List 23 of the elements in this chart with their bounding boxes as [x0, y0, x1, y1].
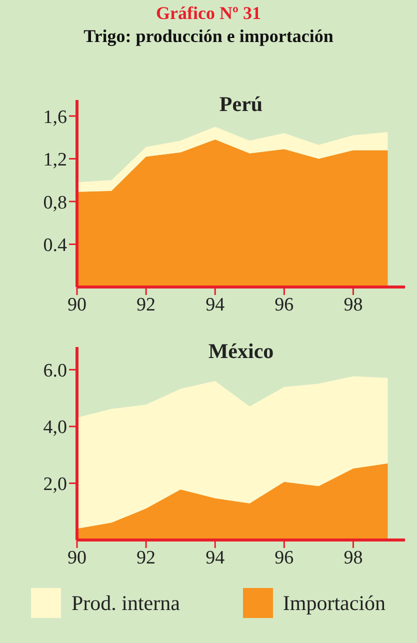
y-tick-label: 4,0	[43, 417, 67, 438]
x-tick-label: 92	[136, 547, 156, 568]
y-tick-label: 0,8	[43, 192, 67, 214]
x-tick-label: 98	[344, 294, 363, 316]
legend-label: Importación	[282, 590, 386, 616]
y-tick-label: 1,6	[43, 106, 67, 128]
text: Trigo: producción e importación	[82, 25, 334, 48]
x-tick-label: 96	[274, 294, 294, 316]
x-tick-label: 94	[206, 547, 226, 568]
y-tick-label: 0.4	[43, 235, 68, 256]
x-tick-label: 90	[68, 547, 86, 568]
x-tick-label: 98	[344, 547, 363, 568]
y-tick-label: 6.0	[43, 360, 67, 382]
chart-title: México	[207, 339, 275, 364]
text: Gráfico Nº 31	[155, 2, 262, 25]
x-tick-label: 90	[68, 294, 86, 316]
chart-title: Perú	[218, 92, 264, 117]
legend-label: Prod. interna	[71, 590, 180, 616]
x-tick-label: 92	[136, 294, 156, 316]
x-tick-label: 94	[206, 294, 226, 316]
y-tick-label: 2,0	[43, 474, 67, 495]
x-tick-label: 96	[274, 547, 294, 568]
y-tick-label: 1,2	[43, 150, 67, 171]
